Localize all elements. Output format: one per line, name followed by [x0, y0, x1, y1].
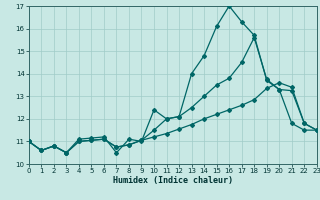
X-axis label: Humidex (Indice chaleur): Humidex (Indice chaleur) — [113, 176, 233, 185]
